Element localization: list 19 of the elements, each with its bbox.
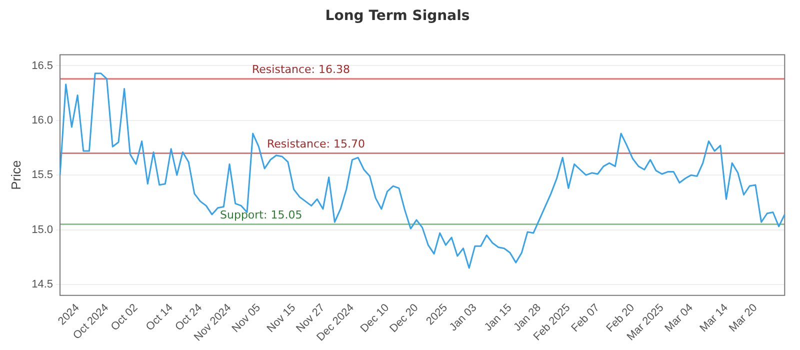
x-tick-label: Oct 14 — [144, 302, 176, 334]
x-tick-label: Oct 02 — [108, 302, 140, 334]
y-axis-title: Price — [8, 160, 24, 190]
x-tick-label: Nov 05 — [230, 302, 263, 335]
x-tick-label: Mar 04 — [662, 302, 696, 335]
y-tick-label: 16.5 — [32, 60, 54, 72]
ref-line-label: Resistance: 15.70 — [267, 138, 365, 151]
x-tick-label: Feb 07 — [569, 302, 602, 335]
ref-line-label: Support: 15.05 — [220, 208, 302, 222]
chart-title: Long Term Signals — [325, 8, 470, 24]
y-tick-label: 16.0 — [32, 114, 54, 126]
x-tick-label: Jan 03 — [447, 302, 480, 334]
x-tick-label: Dec 20 — [388, 302, 421, 335]
y-tick-label: 15.5 — [32, 169, 54, 182]
y-tick-label: 15.0 — [32, 224, 54, 236]
x-tick-label: Jan 15 — [482, 302, 514, 334]
y-tick-label: 14.5 — [32, 278, 54, 290]
x-tick-label: Mar 20 — [727, 302, 760, 335]
ref-line-label: Resistance: 16.38 — [252, 63, 350, 76]
